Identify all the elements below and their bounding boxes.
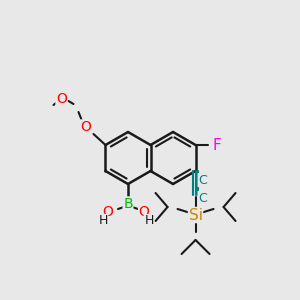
Text: F: F: [212, 137, 221, 152]
Text: O: O: [80, 120, 91, 134]
Text: O: O: [103, 205, 113, 219]
Text: C: C: [198, 173, 207, 187]
Text: H: H: [98, 214, 108, 227]
Text: C: C: [198, 191, 207, 205]
Text: B: B: [123, 197, 133, 211]
Text: O: O: [56, 92, 67, 106]
Text: O: O: [139, 205, 149, 219]
Text: H: H: [144, 214, 154, 227]
Text: Si: Si: [188, 208, 203, 223]
